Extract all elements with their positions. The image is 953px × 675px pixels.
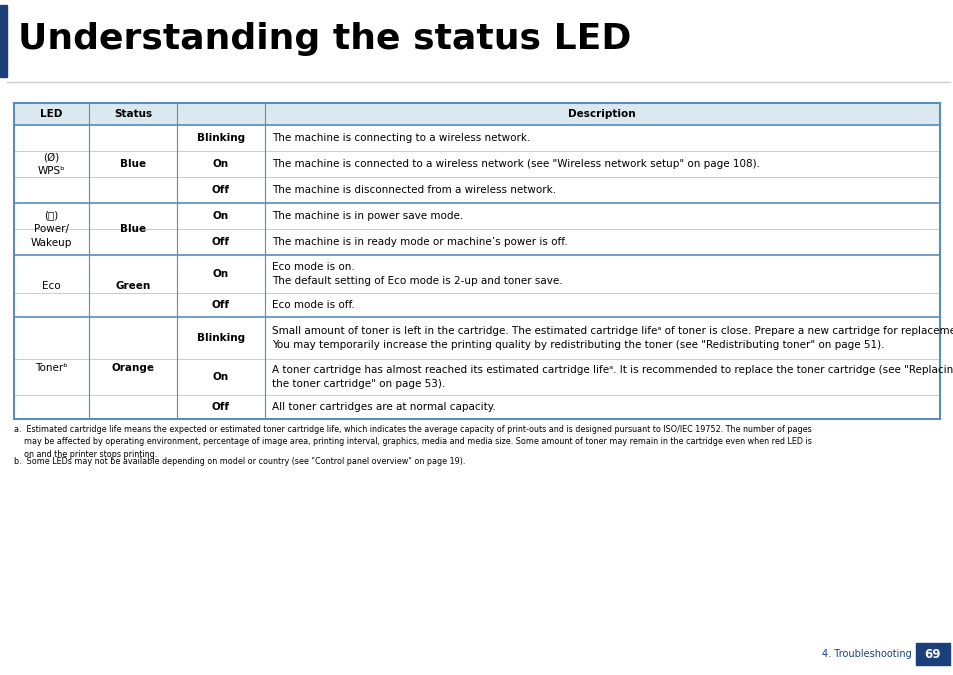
Text: A toner cartridge has almost reached its estimated cartridge lifeᵃ. It is recomm: A toner cartridge has almost reached its…: [272, 365, 953, 389]
Text: The machine is in power save mode.: The machine is in power save mode.: [272, 211, 463, 221]
Text: All toner cartridges are at normal capacity.: All toner cartridges are at normal capac…: [272, 402, 496, 412]
Text: On: On: [213, 159, 229, 169]
Text: Status: Status: [113, 109, 152, 119]
Text: Orange: Orange: [112, 363, 154, 373]
Bar: [915, 643, 949, 665]
Text: Small amount of toner is left in the cartridge. The estimated cartridge lifeᵃ of: Small amount of toner is left in the car…: [272, 326, 953, 350]
Text: b.  Some LEDs may not be available depending on model or country (see "Control p: b. Some LEDs may not be available depend…: [14, 457, 465, 466]
Text: Blue: Blue: [120, 224, 146, 234]
Bar: [14, 103, 939, 125]
Text: Off: Off: [212, 237, 230, 247]
Text: The machine is connected to a wireless network (see "Wireless network setup" on : The machine is connected to a wireless n…: [272, 159, 760, 169]
Text: Tonerᵇ: Tonerᵇ: [35, 363, 68, 373]
Text: On: On: [213, 211, 229, 221]
Text: LED: LED: [40, 109, 63, 119]
Text: Green: Green: [115, 281, 151, 291]
Text: The machine is in ready mode or machine’s power is off.: The machine is in ready mode or machine’…: [272, 237, 567, 247]
Text: Description: Description: [568, 109, 635, 119]
Text: Eco mode is on.
The default setting of Eco mode is 2-up and toner save.: Eco mode is on. The default setting of E…: [272, 262, 562, 286]
Text: 69: 69: [923, 647, 941, 661]
Text: (Ø)
WPSᵇ: (Ø) WPSᵇ: [38, 152, 65, 176]
Text: Off: Off: [212, 300, 230, 310]
Text: a.  Estimated cartridge life means the expected or estimated toner cartridge lif: a. Estimated cartridge life means the ex…: [14, 425, 811, 459]
Text: Off: Off: [212, 402, 230, 412]
Bar: [0, 5, 7, 77]
Text: Eco: Eco: [42, 281, 61, 291]
Text: 4. Troubleshooting: 4. Troubleshooting: [821, 649, 911, 659]
Text: (⏻)
Power/
Wakeup: (⏻) Power/ Wakeup: [30, 210, 72, 248]
Text: On: On: [213, 372, 229, 382]
Text: Blinking: Blinking: [196, 333, 245, 343]
Text: On: On: [213, 269, 229, 279]
Text: Blue: Blue: [120, 159, 146, 169]
Text: Eco mode is off.: Eco mode is off.: [272, 300, 355, 310]
Text: Blinking: Blinking: [196, 133, 245, 143]
Text: The machine is disconnected from a wireless network.: The machine is disconnected from a wirel…: [272, 185, 556, 195]
Text: Understanding the status LED: Understanding the status LED: [18, 22, 631, 56]
Text: The machine is connecting to a wireless network.: The machine is connecting to a wireless …: [272, 133, 530, 143]
Text: Off: Off: [212, 185, 230, 195]
